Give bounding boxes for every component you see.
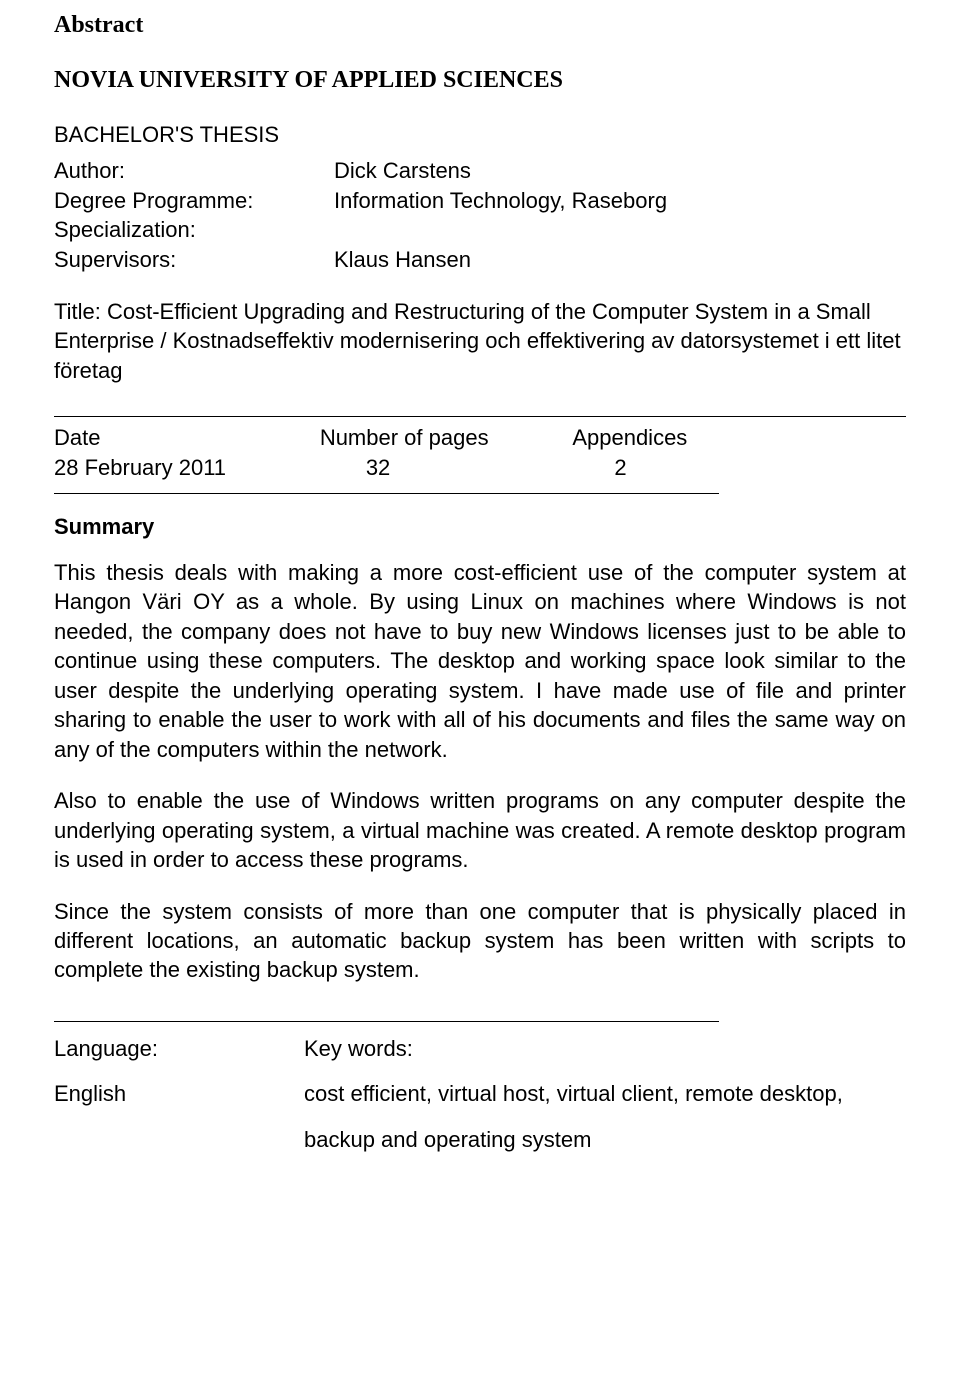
pages-value: 32 <box>320 453 573 483</box>
stats-header-row: Date Number of pages Appendices <box>54 423 719 453</box>
author-value: Dick Carstens <box>334 156 906 186</box>
stats-table: Date Number of pages Appendices 28 Febru… <box>54 423 719 483</box>
footer-row-1: Language: Key words: <box>54 1030 906 1067</box>
specialization-value <box>334 215 906 245</box>
abstract-page: Abstract NOVIA UNIVERSITY OF APPLIED SCI… <box>0 0 960 1389</box>
footer-spacer <box>54 1121 304 1158</box>
language-value: English <box>54 1075 304 1112</box>
meta-programme: Degree Programme: Information Technology… <box>54 186 906 216</box>
summary-paragraph-2: Also to enable the use of Windows writte… <box>54 786 906 874</box>
language-label: Language: <box>54 1030 304 1067</box>
pages-label: Number of pages <box>320 423 573 453</box>
meta-supervisors: Supervisors: Klaus Hansen <box>54 245 906 275</box>
divider-mid <box>54 493 719 494</box>
meta-author: Author: Dick Carstens <box>54 156 906 186</box>
meta-specialization: Specialization: <box>54 215 906 245</box>
specialization-label: Specialization: <box>54 215 334 245</box>
keywords-label: Key words: <box>304 1030 906 1067</box>
date-label: Date <box>54 423 320 453</box>
author-label: Author: <box>54 156 334 186</box>
supervisors-value: Klaus Hansen <box>334 245 906 275</box>
section-heading: Abstract <box>54 12 906 39</box>
programme-label: Degree Programme: <box>54 186 334 216</box>
thesis-title: Title: Cost-Efficient Upgrading and Rest… <box>54 297 906 386</box>
footer-row-2: English cost efficient, virtual host, vi… <box>54 1075 906 1112</box>
university-name: NOVIA UNIVERSITY OF APPLIED SCIENCES <box>54 67 906 94</box>
summary-paragraph-3: Since the system consists of more than o… <box>54 897 906 985</box>
stats-value-row: 28 February 2011 32 2 <box>54 453 719 483</box>
supervisors-label: Supervisors: <box>54 245 334 275</box>
divider-footer <box>54 1021 719 1022</box>
summary-paragraph-1: This thesis deals with making a more cos… <box>54 558 906 764</box>
programme-value: Information Technology, Raseborg <box>334 186 906 216</box>
summary-heading: Summary <box>54 514 906 540</box>
keywords-line1: cost efficient, virtual host, virtual cl… <box>304 1075 906 1112</box>
appendices-value: 2 <box>572 453 718 483</box>
footer-row-3: backup and operating system <box>54 1121 906 1158</box>
appendices-label: Appendices <box>572 423 718 453</box>
thesis-type: BACHELOR'S THESIS <box>54 122 906 148</box>
keywords-line2: backup and operating system <box>304 1121 906 1158</box>
date-value: 28 February 2011 <box>54 453 320 483</box>
divider-top <box>54 416 906 417</box>
